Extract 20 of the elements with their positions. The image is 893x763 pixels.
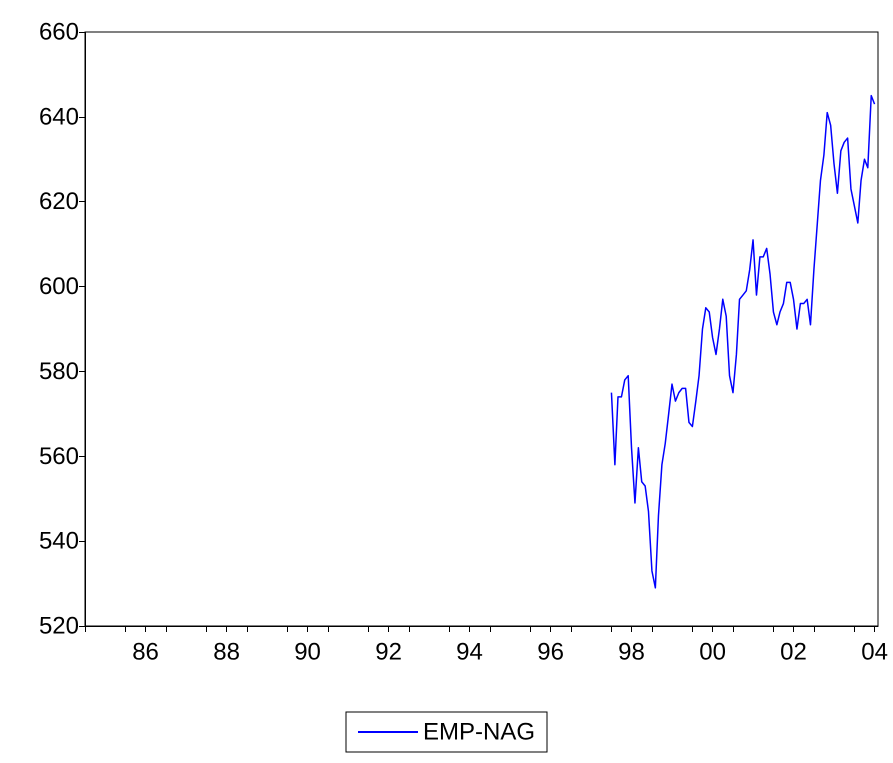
x-tick-label: 94 bbox=[456, 638, 483, 666]
y-tick-label: 580 bbox=[38, 358, 79, 385]
x-tick-label: 90 bbox=[294, 638, 321, 666]
x-tick-label: 86 bbox=[132, 638, 159, 666]
x-tick-label: 88 bbox=[213, 638, 240, 666]
x-tick-label: 00 bbox=[699, 638, 726, 666]
x-tick-label: 02 bbox=[780, 638, 807, 666]
x-tick-label: 04 bbox=[861, 638, 888, 666]
y-tick-label: 620 bbox=[38, 188, 79, 216]
legend-label: EMP-NAG bbox=[422, 718, 536, 746]
line-series bbox=[610, 94, 876, 589]
x-tick-label: 92 bbox=[375, 638, 402, 666]
y-tick-label: 600 bbox=[38, 273, 79, 300]
y-tick-label: 540 bbox=[38, 528, 79, 555]
y-tick-label: 520 bbox=[38, 612, 79, 640]
x-tick-label: 96 bbox=[537, 638, 564, 666]
y-tick-label: 560 bbox=[38, 442, 79, 470]
y-tick-label: 640 bbox=[38, 103, 79, 130]
x-tick-label: 98 bbox=[618, 638, 645, 666]
y-tick-label: 660 bbox=[38, 18, 79, 46]
